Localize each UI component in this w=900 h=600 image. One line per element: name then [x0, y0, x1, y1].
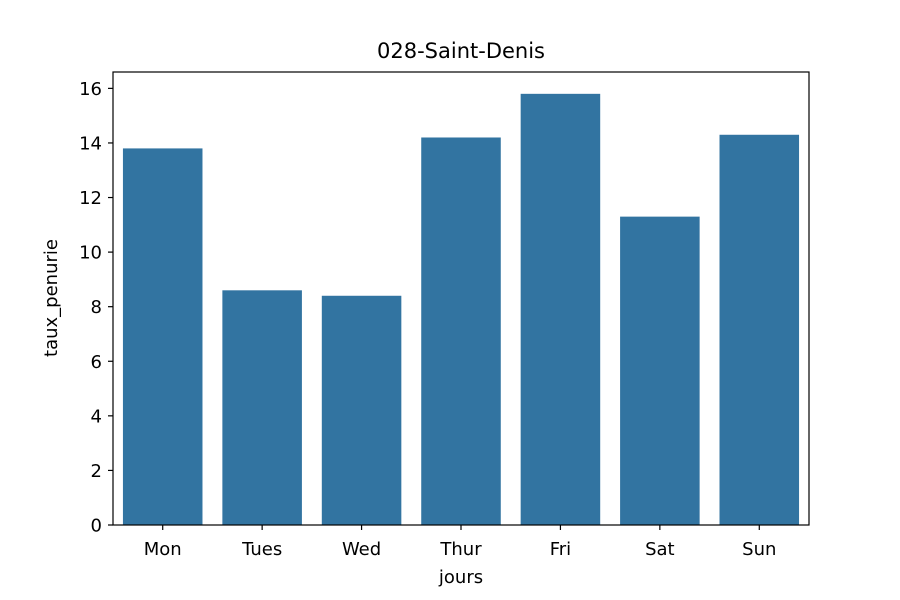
x-tick-label: Sat	[645, 539, 675, 560]
x-axis-ticks: Mon Tues Wed Thur Fri Sat Sun	[144, 525, 776, 560]
bars-layer	[122, 93, 800, 526]
x-axis-label: jours	[438, 567, 483, 588]
x-tick-label: Wed	[342, 539, 381, 560]
bar-fri	[520, 93, 601, 525]
bar-thur	[421, 137, 501, 526]
y-tick-label: 16	[79, 79, 102, 100]
bar-sat	[620, 216, 700, 525]
y-tick-label: 2	[91, 461, 102, 482]
bar-mon	[122, 148, 203, 525]
y-tick-label: 12	[79, 188, 102, 209]
y-tick-label: 14	[79, 133, 102, 154]
chart-title: 028-Saint-Denis	[377, 39, 545, 63]
bar-sun	[719, 134, 800, 525]
y-axis-ticks: 0 2 4 6 8 10 12 14 16	[79, 79, 113, 537]
x-tick-label: Thur	[439, 539, 482, 560]
y-tick-label: 6	[91, 352, 102, 373]
plot-frame	[112, 71, 810, 526]
y-axis-label: taux_penurie	[41, 239, 62, 357]
x-tick-label: Tues	[241, 539, 282, 560]
x-tick-label: Fri	[550, 539, 571, 560]
bar-tues	[222, 290, 302, 525]
y-tick-label: 10	[79, 243, 102, 264]
x-tick-label: Mon	[144, 539, 182, 560]
x-tick-label: Sun	[742, 539, 776, 560]
y-tick-label: 0	[91, 516, 102, 537]
y-tick-label: 4	[91, 406, 102, 427]
bar-wed	[321, 295, 402, 525]
y-tick-label: 8	[91, 297, 102, 318]
